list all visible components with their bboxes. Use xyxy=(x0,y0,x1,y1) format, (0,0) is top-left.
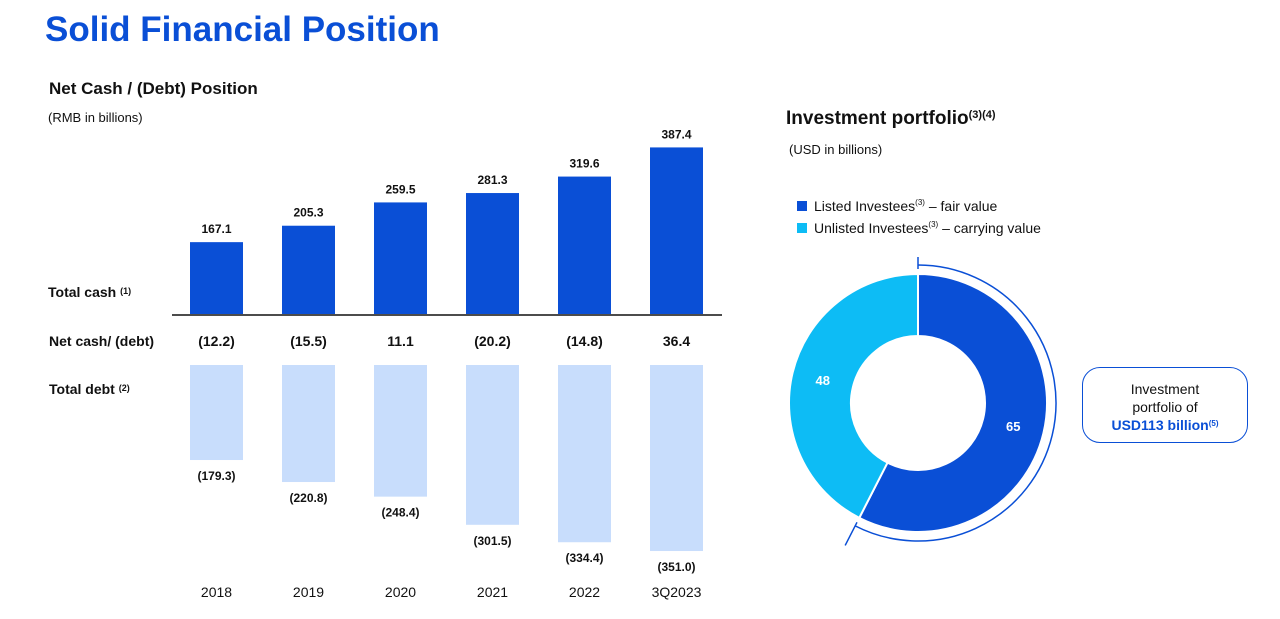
net-cash-value-label: (12.2) xyxy=(198,333,235,349)
total-debt-value-label: (334.4) xyxy=(565,551,603,565)
investment-portfolio-title: Investment portfolio(3)(4) xyxy=(786,108,996,130)
legend-suffix-listed: – fair value xyxy=(928,198,998,214)
portfolio-total-callout: Investment portfolio of USD113 billion(5… xyxy=(1082,367,1248,443)
total-cash-bar xyxy=(190,242,243,314)
portfolio-title-text: Investment portfolio xyxy=(786,108,969,129)
bracket-tick-end xyxy=(844,521,858,546)
total-cash-value-label: 167.1 xyxy=(201,222,231,236)
total-cash-value-label: 387.4 xyxy=(661,127,691,141)
row-label-total-debt: Total debt (2) xyxy=(49,381,130,397)
x-axis-tick-label: 2021 xyxy=(477,584,508,600)
net-cash-value-label: (15.5) xyxy=(290,333,327,349)
legend-swatch-unlisted xyxy=(797,223,807,233)
total-cash-value-label: 281.3 xyxy=(477,173,507,187)
callout-footnote: (5) xyxy=(1208,419,1219,428)
portfolio-title-footnote: (3)(4) xyxy=(968,109,996,121)
total-cash-label: Total cash xyxy=(48,284,117,300)
net-cash-bar-chart: 167.1 (12.2) (179.3) 2018 205.3 (15.5) (220.8)… xyxy=(172,127,722,600)
x-axis-tick-label: 2022 xyxy=(569,584,600,600)
total-debt-value-label: (248.4) xyxy=(381,506,419,520)
callout-line-2: portfolio of xyxy=(1132,399,1198,415)
donut-slice-unlisted xyxy=(788,272,919,520)
net-cash-value-label: 11.1 xyxy=(387,333,414,349)
donut-label-listed: 65 xyxy=(1006,419,1020,434)
callout-total-value: USD113 billion xyxy=(1111,417,1209,433)
legend-note-listed: (3) xyxy=(915,197,925,207)
x-axis-tick-label: 2018 xyxy=(201,584,232,600)
total-debt-bar xyxy=(282,365,335,483)
listed-bracket-arc xyxy=(854,264,1057,542)
total-cash-footnote: (1) xyxy=(120,286,132,296)
total-debt-bar xyxy=(190,365,243,461)
net-cash-value-label: (14.8) xyxy=(566,333,603,349)
legend-item-unlisted: Unlisted Investees (3) – carrying value xyxy=(797,220,1041,236)
total-debt-value-label: (301.5) xyxy=(473,534,511,548)
total-debt-bar xyxy=(558,365,611,543)
legend-note-unlisted: (3) xyxy=(928,219,939,229)
donut-slice-listed xyxy=(857,272,1048,533)
x-axis-tick-label: 3Q2023 xyxy=(652,584,702,600)
page-title: Solid Financial Position xyxy=(45,10,440,49)
net-cash-chart-title: Net Cash / (Debt) Position xyxy=(49,79,258,98)
x-axis-tick-label: 2020 xyxy=(385,584,416,600)
legend-label-unlisted: Unlisted Investees xyxy=(814,220,929,236)
total-cash-bar xyxy=(650,147,703,314)
legend-label-listed: Listed Investees xyxy=(814,198,916,214)
total-cash-bar xyxy=(282,225,335,314)
net-cash-value-label: 36.4 xyxy=(663,333,690,349)
total-cash-bar xyxy=(466,193,519,314)
net-cash-chart-unit: (RMB in billions) xyxy=(48,110,143,125)
total-debt-footnote: (2) xyxy=(118,383,130,393)
total-debt-value-label: (220.8) xyxy=(289,491,327,505)
total-debt-value-label: (351.0) xyxy=(657,560,695,574)
legend-swatch-listed xyxy=(797,201,807,211)
total-debt-value-label: (179.3) xyxy=(197,469,235,483)
total-debt-label: Total debt xyxy=(49,381,115,397)
net-cash-label: Net cash/ (debt) xyxy=(49,333,155,349)
total-debt-bar xyxy=(466,365,519,525)
investment-portfolio-unit: (USD in billions) xyxy=(789,142,883,157)
total-cash-value-label: 205.3 xyxy=(293,206,323,220)
total-cash-bar xyxy=(374,202,427,314)
legend-item-listed: Listed Investees (3) – fair value xyxy=(797,198,997,214)
investment-portfolio-donut-chart: 65 48 xyxy=(788,257,1057,546)
x-axis-tick-label: 2019 xyxy=(293,584,324,600)
total-debt-bar xyxy=(374,365,427,497)
row-label-net-cash: Net cash/ (debt) xyxy=(49,333,154,349)
total-cash-value-label: 259.5 xyxy=(385,182,415,196)
callout-line-1: Investment xyxy=(1130,381,1200,397)
row-label-total-cash: Total cash (1) xyxy=(48,284,131,300)
total-cash-value-label: 319.6 xyxy=(569,157,599,171)
legend-suffix-unlisted: – carrying value xyxy=(942,220,1041,236)
net-cash-value-label: (20.2) xyxy=(474,333,511,349)
total-cash-bar xyxy=(558,176,611,314)
donut-label-unlisted: 48 xyxy=(815,373,829,388)
total-debt-bar xyxy=(650,365,703,552)
